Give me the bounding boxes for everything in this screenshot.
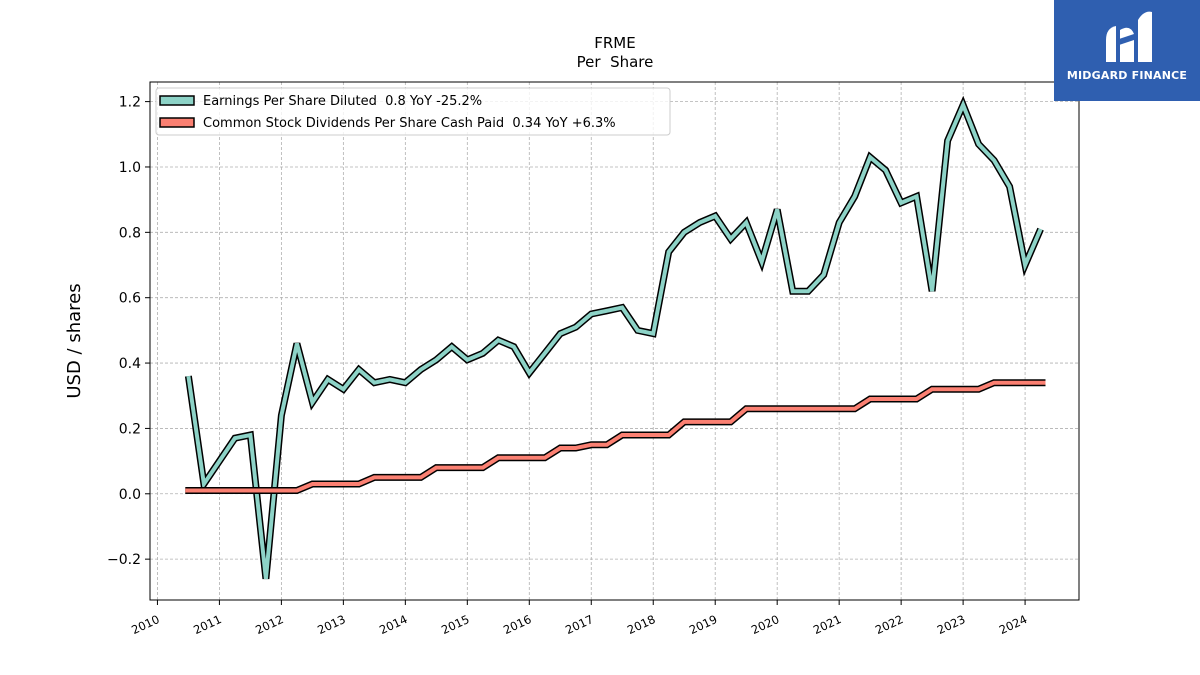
x-tick-label: 2011	[191, 612, 223, 637]
midgard-finance-logo: MIDGARD FINANCE	[1054, 0, 1200, 101]
x-tick-label: 2012	[253, 612, 285, 637]
y-tick-label: 1.2	[119, 95, 141, 111]
y-axis: −0.2 0.0 0.2 0.4 0.6 0.8 1.0 1.2	[107, 95, 150, 568]
grid	[150, 82, 1079, 600]
legend-label: Earnings Per Share Diluted 0.8 YoY -25.2…	[203, 94, 482, 109]
x-tick-label: 2018	[625, 612, 657, 637]
logo-mark-icon	[1106, 11, 1152, 62]
legend: Earnings Per Share Diluted 0.8 YoY -25.2…	[155, 87, 671, 136]
x-tick-label: 2022	[873, 612, 905, 637]
y-tick-label: 0.6	[119, 291, 141, 307]
x-tick-label: 2013	[315, 612, 347, 637]
legend-swatch	[159, 117, 195, 128]
x-tick-label: 2016	[501, 612, 533, 637]
y-axis-label: USD / shares	[64, 283, 85, 398]
legend-label: Common Stock Dividends Per Share Cash Pa…	[203, 116, 616, 131]
chart-title: FRME	[594, 34, 635, 52]
x-tick-label: 2017	[563, 612, 595, 637]
x-axis: 2010 2011 2012 2013 2014 2015 2016 2017 2018 2019…	[129, 600, 1029, 637]
x-tick-label: 2020	[749, 612, 781, 637]
logo-text: MIDGARD FINANCE	[1066, 69, 1188, 82]
x-tick-label: 2015	[439, 612, 471, 637]
x-tick-label: 2024	[997, 612, 1029, 637]
series-line-common-stock-dividends-per-share-cash-paid	[185, 380, 1046, 493]
y-tick-label: 0.8	[119, 225, 141, 241]
y-tick-label: 1.0	[119, 160, 141, 176]
legend-swatch	[159, 95, 195, 106]
y-tick-label: 0.0	[119, 487, 141, 503]
chart-subtitle: Per Share	[577, 53, 654, 71]
y-tick-label: −0.2	[107, 552, 141, 568]
x-tick-label: 2010	[129, 612, 161, 637]
x-tick-label: 2019	[687, 612, 719, 637]
y-tick-label: 0.2	[119, 421, 141, 437]
series-layer	[184, 95, 1046, 580]
x-tick-label: 2023	[935, 612, 967, 637]
x-tick-label: 2014	[377, 612, 409, 637]
legend-box	[155, 87, 671, 136]
plot-frame	[149, 81, 1080, 601]
series-outline-earnings-per-share-diluted	[184, 95, 1044, 580]
series-line-earnings-per-share-diluted	[186, 99, 1043, 580]
x-tick-label: 2021	[811, 612, 843, 637]
y-tick-label: 0.4	[119, 356, 141, 372]
